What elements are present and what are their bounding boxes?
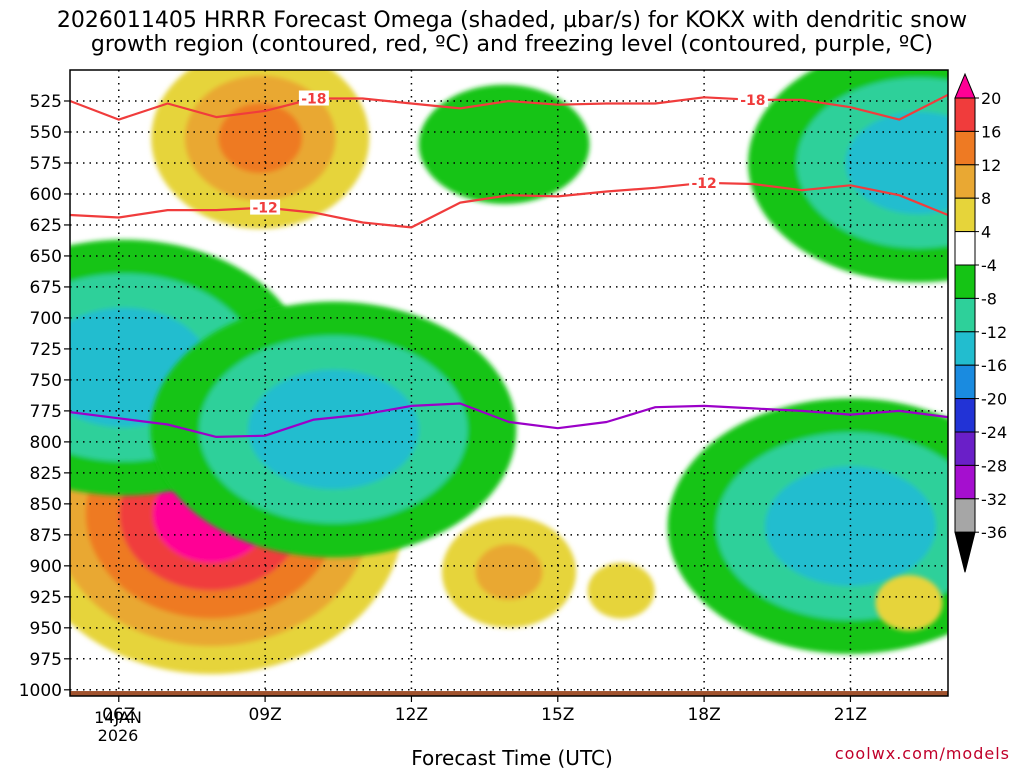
y-tick-label-550: 550: [30, 123, 62, 143]
y-tick-label-1000: 1000: [19, 681, 62, 701]
y-tick-label-650: 650: [30, 247, 62, 267]
y-tick-label-700: 700: [30, 309, 62, 329]
colorbar-label-6: -8: [981, 289, 997, 308]
y-tick-label-900: 900: [30, 557, 62, 577]
colorbar-label-3: 8: [981, 189, 991, 208]
omega-blob-6: [587, 562, 655, 619]
contour-minus12-label-bg-0: [250, 199, 281, 215]
colorbar-bin-9: [954, 364, 976, 400]
colorbar-label-9: -20: [981, 390, 1007, 409]
plot-frame: [69, 69, 949, 697]
colorbar-label-12: -32: [981, 490, 1007, 509]
colorbar-top-arrow: [954, 72, 976, 99]
y-tick-label-825: 825: [30, 464, 62, 484]
colorbar-bottom-arrow: [954, 531, 976, 573]
colorbar-label-13: -36: [981, 523, 1007, 542]
x-axis-title: Forecast Time (UTC): [411, 746, 613, 770]
y-tick-label-750: 750: [30, 371, 62, 391]
x-tick-label-06Z: 06Z: [102, 705, 135, 725]
y-tick-label-975: 975: [30, 650, 62, 670]
y-tick-label-575: 575: [30, 154, 62, 174]
contour-minus12-label-1: -12: [691, 176, 716, 192]
omega-blob-4-level-4: [418, 84, 590, 205]
grid-lines: [70, 70, 948, 696]
colorbar-label-10: -24: [981, 423, 1007, 442]
x-axis: 06Z 09Z 12Z 15Z 18Z 21Z: [102, 696, 867, 725]
colorbar-label-11: -28: [981, 456, 1007, 475]
x-tick-label-21Z: 21Z: [834, 705, 867, 725]
x-tick-label-18Z: 18Z: [687, 705, 720, 725]
omega-blob-9: [875, 575, 943, 631]
colorbar-bin-1: [954, 97, 976, 132]
y-tick-label-800: 800: [30, 433, 62, 453]
omega-blob-1-level-12: [218, 103, 303, 174]
colorbar-bin-6: [954, 264, 976, 299]
terrain-ground: [70, 691, 948, 696]
colorbar-bin-10: [954, 398, 976, 433]
y-tick-label-950: 950: [30, 619, 62, 639]
contour-minus18-label-1: -18: [740, 93, 765, 109]
y-tick-label-850: 850: [30, 495, 62, 515]
y-tick-label-675: 675: [30, 278, 62, 298]
chart-title-line2: growth region (contoured, red, ºC) and f…: [90, 32, 934, 57]
colorbar-bin-11: [954, 431, 976, 466]
colorbar-bin-5: [954, 231, 976, 266]
x-tick-label-09Z: 09Z: [248, 705, 281, 725]
temperature-contours: -18 -18 -12 -12: [70, 90, 948, 438]
y-tick-label-525: 525: [30, 92, 62, 112]
colorbar-label-0: 20: [981, 89, 1001, 108]
colorbar-bin-3: [954, 164, 976, 199]
colorbar-label-8: -16: [981, 356, 1007, 375]
omega-blob-5-level-8: [475, 544, 543, 600]
contour-minus12-label-0: -12: [252, 201, 277, 217]
colorbar-label-4: 4: [981, 223, 991, 242]
colorbar-bin-8: [954, 331, 976, 366]
omega-blob-3: [150, 301, 517, 558]
credit-text: coolwx.com/models: [834, 744, 1010, 763]
x-tick-label-15Z: 15Z: [541, 705, 574, 725]
omega-blob-1: [151, 70, 370, 229]
contour-minus18-label-0: -18: [301, 92, 326, 108]
colorbar-label-5: -4: [981, 256, 997, 275]
x-tick-label-12Z: 12Z: [395, 705, 428, 725]
y-tick-label-625: 625: [30, 216, 62, 236]
contour-minus18-label-bg-0: [298, 90, 329, 106]
contour-minus18-label-bg-1: [737, 91, 768, 107]
date-year-label: 2026: [97, 726, 139, 745]
colorbar-label-1: 16: [981, 122, 1001, 141]
omega-blob-5: [441, 516, 577, 628]
y-tick-label-775: 775: [30, 402, 62, 422]
omega-blob-9-level-4: [875, 575, 943, 631]
omega-blob-4: [418, 84, 590, 205]
contour-freezing-line: [70, 402, 948, 438]
colorbar-bin-4: [954, 197, 976, 233]
colorbar-label-2: 12: [981, 156, 1001, 175]
colorbar-bin-7: [954, 297, 976, 333]
omega-blob-7: [667, 398, 948, 654]
colorbar-bin-12: [954, 464, 976, 500]
colorbar: 20 16 12 8 4 -4 -8 -12 -16 -20 -24 -28 -32 -36: [954, 72, 1007, 573]
omega-blob-6-level-4: [587, 562, 655, 619]
y-tick-label-925: 925: [30, 588, 62, 608]
y-tick-label-875: 875: [30, 526, 62, 546]
contour-minus18-line: [70, 93, 948, 121]
omega-blob-3-level-16: [296, 403, 370, 456]
date-day-label: 14JAN: [94, 708, 142, 727]
colorbar-bin-13: [954, 498, 976, 533]
y-axis: 525 550 575 600 625 650 675 700 725 750 775 800 825 8…: [19, 92, 70, 701]
contour-minus12-line: [70, 181, 948, 229]
colorbar-label-7: -12: [981, 323, 1007, 342]
y-tick-label-725: 725: [30, 340, 62, 360]
chart-title-line1: 2026011405 HRRR Forecast Omega (shaded, …: [56, 8, 968, 33]
contour-minus12-label-bg-1: [689, 174, 720, 190]
omega-blob-8: [748, 70, 948, 283]
colorbar-bin-2: [954, 130, 976, 166]
y-tick-label-600: 600: [30, 185, 62, 205]
